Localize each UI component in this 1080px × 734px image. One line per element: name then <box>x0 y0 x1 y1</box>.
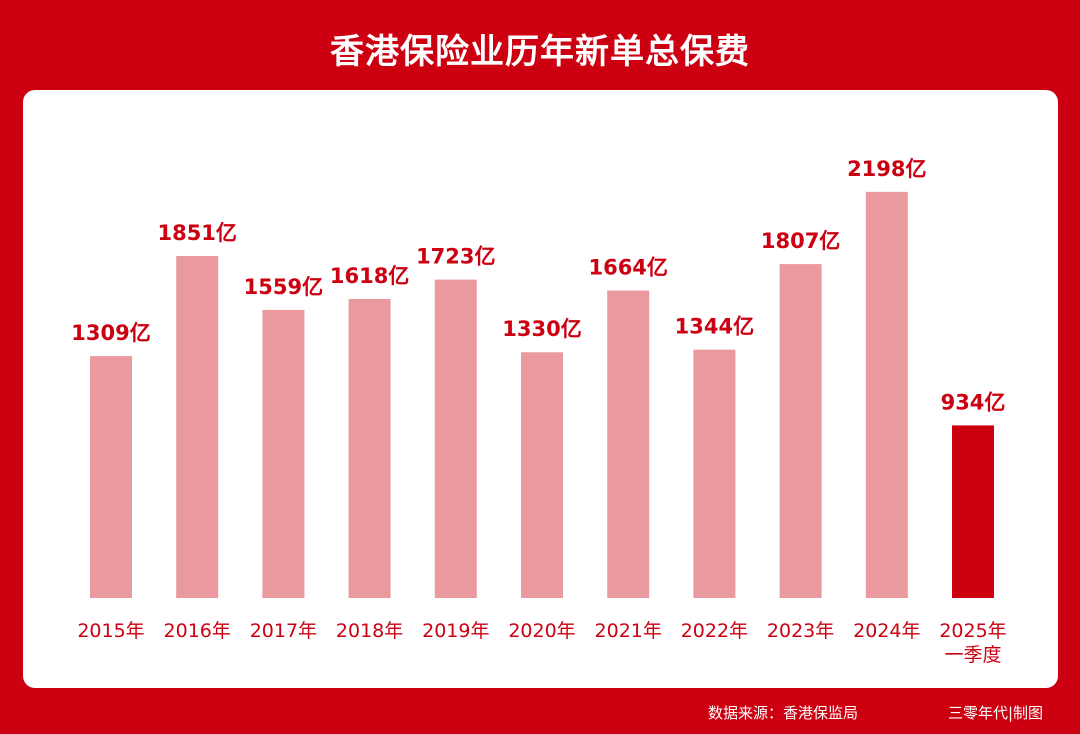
category-label-7: 2022年 <box>681 620 748 642</box>
bar-7 <box>693 349 736 598</box>
bar-4 <box>434 279 477 598</box>
bar-3 <box>348 299 391 598</box>
value-label-4: 1723亿 <box>416 245 495 269</box>
category-label-8: 2023年 <box>767 620 834 642</box>
category-label-9: 2024年 <box>853 620 920 642</box>
bar-10 <box>952 425 994 598</box>
category-label-1: 2016年 <box>164 620 231 642</box>
bar-9 <box>865 191 908 598</box>
chart-title: 香港保险业历年新单总保费 <box>330 32 750 72</box>
value-label-6: 1664亿 <box>588 256 667 280</box>
bar-1 <box>176 255 219 598</box>
bar-chart: 1309亿 2015年 1851亿 2016年 1559亿 2017年 1618亿 2018年… <box>71 157 1006 666</box>
category-label-0: 2015年 <box>77 620 144 642</box>
category-label-3: 2018年 <box>336 620 403 642</box>
bar-6 <box>607 290 650 598</box>
value-label-0: 1309亿 <box>71 321 150 345</box>
bar-5 <box>521 352 563 598</box>
category-label-5: 2020年 <box>508 620 575 642</box>
value-label-5: 1330亿 <box>502 317 581 341</box>
category-label-10-line-1: 一季度 <box>944 644 1001 666</box>
bar-2 <box>262 309 305 598</box>
value-label-7: 1344亿 <box>675 315 754 339</box>
category-label-6: 2021年 <box>595 620 662 642</box>
value-label-2: 1559亿 <box>244 275 323 299</box>
value-label-10: 934亿 <box>941 390 1006 414</box>
data-source-note: 数据来源：香港保监局 <box>708 704 859 722</box>
value-label-1: 1851亿 <box>157 221 236 245</box>
category-label-4: 2019年 <box>422 620 489 642</box>
bar-0 <box>90 356 132 598</box>
value-label-8: 1807亿 <box>761 229 840 253</box>
value-label-9: 2198亿 <box>847 157 926 181</box>
category-label-10-line-0: 2025年 <box>939 620 1006 642</box>
chart-credit: 三零年代|制图 <box>948 704 1044 722</box>
bar-8 <box>779 264 822 598</box>
chart-card: 1309亿 2015年 1851亿 2016年 1559亿 2017年 1618亿 2018年… <box>23 90 1058 688</box>
value-label-3: 1618亿 <box>330 264 409 288</box>
category-label-2: 2017年 <box>250 620 317 642</box>
